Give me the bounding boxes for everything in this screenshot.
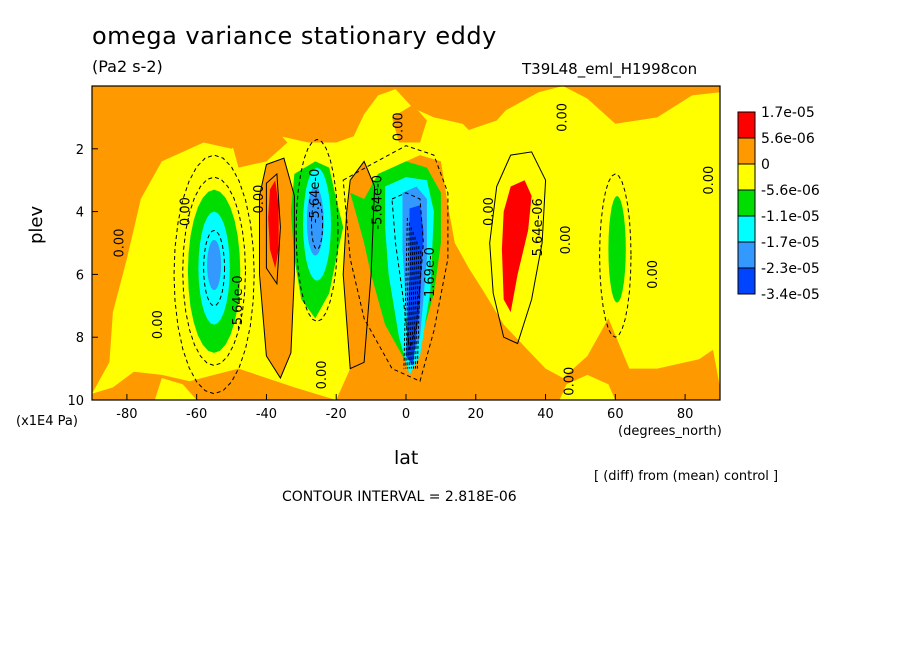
- y-tick-label: 6: [76, 268, 84, 283]
- legend-label: -5.6e-06: [761, 183, 820, 199]
- legend-label: -2.3e-05: [761, 261, 820, 277]
- contour-neg-midlat-inner: [310, 198, 324, 250]
- field-orange-upper-sh: [231, 123, 288, 168]
- field-yellow-se: [559, 374, 616, 400]
- contour-neg-midlat-outer: [295, 138, 339, 323]
- chart-units: (Pa2 s-2): [92, 57, 163, 76]
- legend-swatch: [737, 267, 756, 295]
- y-tick-label: 4: [76, 206, 84, 221]
- contour-label: -1.69e-0: [423, 247, 438, 302]
- legend-swatch: [737, 163, 756, 191]
- contour-label: 0.00: [151, 310, 166, 339]
- x-tick-label: 20: [468, 407, 485, 422]
- contour-label: 0.00: [646, 260, 661, 289]
- legend-swatch: [737, 137, 756, 165]
- latitude-unit-label: (degrees_north): [618, 424, 722, 439]
- field-orange-top-sh: [301, 92, 351, 134]
- contour-label: 0.00: [112, 229, 127, 258]
- contour-label: 0.00: [556, 103, 571, 132]
- contour-eq-core-line: [411, 236, 416, 369]
- x-tick-label: 80: [677, 407, 694, 422]
- contour-eq-core-line: [405, 222, 410, 369]
- field-lightblue-sh: [207, 239, 222, 291]
- contour-neg-nh: [599, 173, 632, 338]
- contour-label: 5.64e-06: [531, 198, 546, 256]
- legend-swatch: [737, 189, 756, 217]
- x-tick-label: 0: [402, 407, 410, 422]
- chart-title: omega variance stationary eddy: [92, 22, 497, 50]
- field-red-nh: [501, 180, 532, 313]
- contour-label: -5.64e-0: [371, 175, 386, 230]
- legend-label: -3.4e-05: [761, 287, 820, 303]
- legend-label: 1.7e-05: [761, 105, 815, 121]
- contour-interval-label: CONTOUR INTERVAL = 2.818E-06: [282, 489, 517, 505]
- contour-positive-sh: [265, 172, 281, 286]
- contour-eq-core-line: [409, 231, 414, 369]
- contour-positive-nh: [489, 151, 547, 345]
- field-orange-upper-eq: [392, 104, 427, 143]
- legend-label: 5.6e-06: [761, 131, 815, 147]
- y-tick-label: 8: [76, 331, 84, 346]
- x-axis-label: lat: [394, 447, 419, 469]
- pressure-unit-label: (x1E4 Pa): [16, 414, 78, 429]
- x-tick-label: 60: [607, 407, 624, 422]
- colorbar-legend: 1.7e-05 5.6e-06 0 -5.6e-06 -1.1e-05 -1.7e-05 -…: [737, 105, 820, 303]
- contour-fields: 0.00 0.00 0.00 -5.64e-0 0.00 -5.64e-0 0.00 -5.6…: [92, 86, 720, 400]
- field-yellow-sw: [154, 378, 197, 400]
- difference-note: [ (diff) from (mean) control ]: [594, 469, 779, 484]
- contour-zero-band-eq: [342, 160, 376, 370]
- run-id-label: T39L48_eml_H1998con: [522, 60, 698, 78]
- contour-label: -5.64e-0: [231, 275, 246, 330]
- x-tick-label: 40: [537, 407, 554, 422]
- x-tick-label: -40: [256, 407, 277, 422]
- contour-label: 0.00: [559, 225, 574, 254]
- contour-label: 0.00: [252, 185, 267, 214]
- contour-label: 0.00: [179, 197, 194, 226]
- y-tick-label: 10: [67, 394, 84, 409]
- contour-eq-core-line: [403, 217, 408, 369]
- contour-neg-sh-outermost: [173, 154, 255, 395]
- legend-label: 0: [761, 157, 770, 173]
- field-blue-eq: [406, 205, 424, 366]
- contour-label: 0.00: [315, 360, 330, 389]
- contour-label: 0.00: [482, 197, 497, 226]
- contour-neg-eq-inner: [391, 192, 424, 350]
- legend-swatch: [737, 111, 756, 139]
- contour-label: 0.00: [392, 112, 407, 141]
- contour-label: -5.64e-0: [308, 169, 323, 224]
- field-orange-band-sh: [259, 158, 295, 378]
- legend-swatch: [737, 215, 756, 243]
- legend-swatch: [737, 241, 756, 269]
- contour-eq-core-line: [414, 246, 420, 369]
- field-red-sh: [268, 180, 279, 269]
- x-tick-label: -60: [186, 407, 207, 422]
- contour-neg-eq-outer: [342, 145, 449, 382]
- y-tick-label: 2: [76, 143, 84, 158]
- contour-label: 0.00: [562, 367, 577, 396]
- contour-eq-core-line: [407, 227, 412, 369]
- legend-label: -1.1e-05: [761, 209, 820, 225]
- legend-label: -1.7e-05: [761, 235, 820, 251]
- field-lightblue-midlat: [306, 186, 324, 256]
- contour-zero-band-sh: [259, 157, 295, 380]
- field-orange-top-nh: [440, 92, 525, 130]
- contour-eq-core-line: [413, 241, 418, 369]
- contour-label: 0.00: [702, 166, 717, 195]
- field-green-nh: [608, 195, 626, 303]
- x-tick-label: -20: [326, 407, 347, 422]
- x-tick-label: -80: [116, 407, 137, 422]
